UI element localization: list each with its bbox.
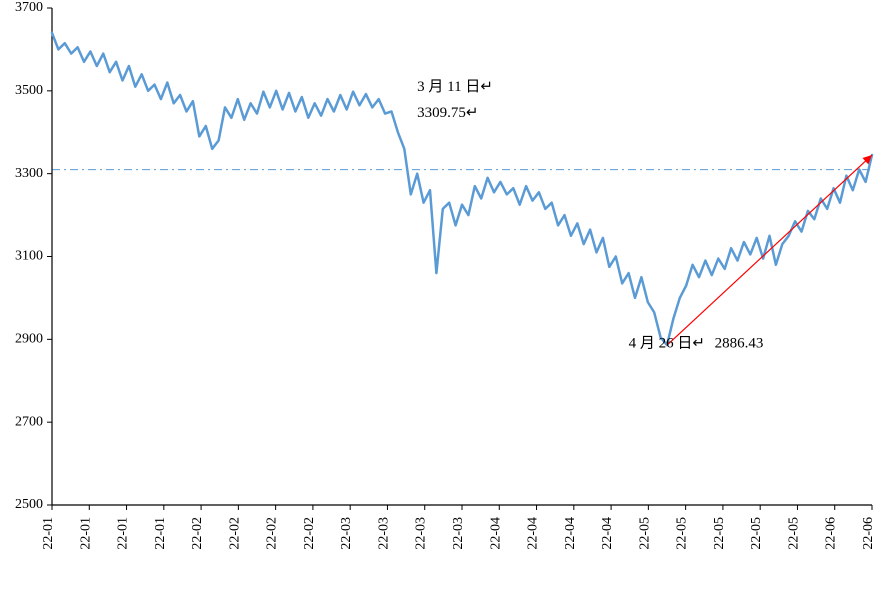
x-tick-label: 22-01	[78, 517, 93, 550]
y-tick-label: 2500	[15, 497, 43, 512]
x-tick-label: 22-04	[526, 517, 541, 550]
trend-arrow	[667, 155, 872, 345]
x-tick-label: 22-04	[563, 517, 578, 550]
y-tick-label: 2700	[15, 414, 43, 429]
x-tick-label: 22-03	[339, 517, 354, 550]
annotation-value-0: 3309.75↵	[417, 105, 478, 121]
x-tick-label: 22-05	[712, 517, 727, 550]
x-tick-label: 22-05	[637, 517, 652, 550]
x-tick-label: 22-02	[190, 517, 205, 550]
x-tick-label: 22-01	[153, 517, 168, 550]
x-tick-label: 22-01	[41, 517, 56, 550]
x-tick-label: 22-03	[451, 517, 466, 550]
y-tick-label: 3100	[15, 249, 43, 264]
x-tick-label: 22-06	[861, 517, 876, 550]
x-tick-label: 22-04	[488, 517, 503, 550]
y-tick-label: 3500	[15, 83, 43, 98]
chart-svg: 2500 2700 2900 3100 3300 3500 3700 22-01 22-01 22…	[0, 0, 884, 599]
annotation-date-1: 4 月 26 日↵	[629, 336, 705, 352]
x-tick-label: 22-02	[265, 517, 280, 550]
x-tick-label: 22-01	[116, 517, 131, 550]
x-tick-label: 22-05	[675, 517, 690, 550]
x-tick-label: 22-04	[600, 517, 615, 550]
x-tick-label: 22-03	[376, 517, 391, 550]
line-chart: 2500 2700 2900 3100 3300 3500 3700 22-01 22-01 22…	[0, 0, 884, 599]
annotation-date-0: 3 月 11 日↵	[417, 79, 493, 95]
y-tick-label: 3700	[15, 0, 43, 15]
x-tick-label: 22-05	[749, 517, 764, 550]
y-tick-label: 3300	[15, 166, 43, 181]
x-tick-label: 22-06	[824, 517, 839, 550]
annotation-value-1: 2886.43	[715, 336, 764, 352]
x-tick-label: 22-03	[414, 517, 429, 550]
x-tick-label: 22-05	[786, 517, 801, 550]
x-tick-label: 22-02	[302, 517, 317, 550]
y-tick-label: 2900	[15, 332, 43, 347]
x-tick-label: 22-02	[227, 517, 242, 550]
